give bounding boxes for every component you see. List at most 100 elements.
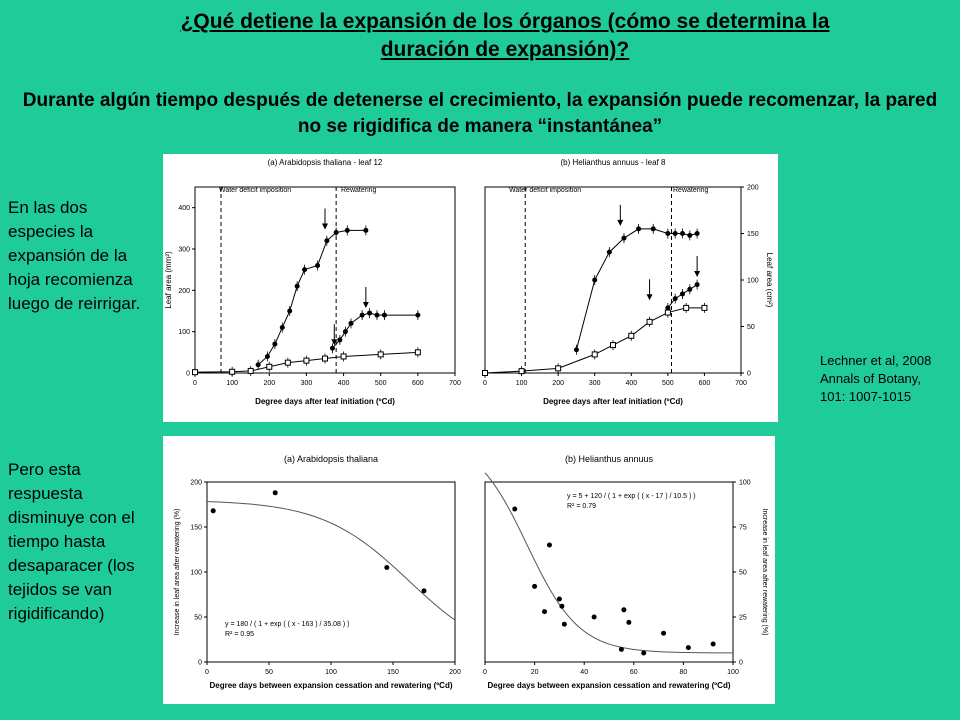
x-tick-label: 0: [205, 669, 209, 676]
chart-a-bottom-r2: R² = 0.95: [225, 631, 254, 638]
x-tick-label: 0: [193, 380, 197, 387]
x-tick-label: 100: [516, 380, 528, 387]
data-point: [641, 650, 647, 656]
data-point: [683, 304, 690, 311]
data-point: [363, 227, 369, 233]
chart-b-top-ann-2: Rewatering: [673, 187, 709, 194]
data-point: [294, 283, 300, 289]
chart-a-bottom-marks: [206, 490, 456, 621]
data-point: [512, 506, 518, 512]
x-tick-label: 200: [449, 669, 461, 676]
y-tick-label: 200: [190, 480, 202, 487]
data-point: [694, 231, 700, 236]
data-point: [302, 267, 308, 273]
data-point: [374, 312, 380, 318]
data-point: [229, 368, 236, 375]
top-figure-panel: (a) Arabidopsis thaliana - leaf 12 Degre…: [163, 154, 778, 422]
data-point: [701, 304, 708, 311]
x-tick-label: 20: [531, 669, 539, 676]
y-tick-label: 25: [739, 615, 747, 622]
data-point: [665, 231, 671, 236]
data-point: [685, 645, 691, 651]
chart-a-top-xlabel: Degree days after leaf initiation (ºCd): [255, 397, 395, 406]
chart-b-top-title: (b) Helianthus annuus - leaf 8: [561, 158, 667, 167]
data-point: [272, 490, 278, 496]
x-tick-label: 100: [226, 380, 238, 387]
chart-b-bottom: (b) Helianthus annuus Degree days betwee…: [483, 454, 768, 690]
chart-a-bottom-ylabel: Increase in leaf area after rewatering (…: [174, 509, 181, 636]
arrow-head: [362, 302, 369, 308]
y-tick-label: 0: [186, 371, 190, 378]
arrow-head: [617, 219, 624, 226]
data-point: [367, 310, 373, 316]
data-point: [592, 277, 598, 283]
data-point: [618, 646, 624, 652]
chart-a-bottom-ticks: 0 50 100 150 200 0 50 100 150 200: [190, 480, 461, 677]
y-tick-label: 50: [747, 324, 755, 331]
data-point: [661, 630, 667, 636]
slide-subtitle: Durante algún tiempo después de deteners…: [22, 90, 938, 137]
data-point: [333, 229, 339, 235]
chart-b-bottom-xlabel: Degree days between expansion cessation …: [488, 681, 731, 690]
y-tick-label: 50: [739, 570, 747, 577]
data-point: [561, 621, 567, 627]
data-point: [679, 231, 685, 236]
data-point: [192, 369, 198, 376]
series-line: [484, 307, 705, 374]
x-tick-label: 300: [301, 380, 313, 387]
data-point: [266, 363, 273, 370]
x-tick-label: 200: [552, 380, 564, 387]
data-point: [329, 345, 335, 351]
data-point: [415, 312, 421, 318]
y-tick-label: 100: [190, 570, 202, 577]
data-point: [556, 596, 562, 602]
chart-a-top: (a) Arabidopsis thaliana - leaf 12 Degre…: [164, 158, 461, 406]
data-point: [377, 351, 384, 358]
x-tick-label: 200: [263, 380, 275, 387]
x-tick-label: 700: [735, 380, 747, 387]
x-tick-label: 100: [727, 669, 739, 676]
y-tick-label: 150: [190, 525, 202, 532]
x-tick-label: 500: [662, 380, 674, 387]
data-point: [573, 347, 579, 353]
arrow-head: [694, 271, 701, 277]
y-tick-label: 100: [178, 329, 190, 336]
x-tick-label: 300: [589, 380, 601, 387]
x-tick-label: 600: [412, 380, 424, 387]
y-tick-label: 0: [198, 660, 202, 667]
data-point: [610, 342, 616, 349]
y-tick-label: 100: [739, 480, 751, 487]
data-point: [284, 359, 291, 366]
data-point: [710, 641, 716, 647]
data-point: [279, 325, 285, 331]
data-point: [626, 619, 632, 625]
data-point: [591, 351, 598, 358]
data-point: [384, 565, 390, 570]
arrow-head: [331, 339, 338, 346]
chart-a-top-ann-1: Water deficit imposition: [219, 187, 291, 194]
data-point: [414, 349, 421, 356]
data-point: [628, 332, 635, 339]
data-point: [210, 508, 216, 514]
y-tick-label: 150: [747, 231, 759, 238]
data-point: [679, 291, 685, 297]
x-tick-label: 40: [580, 669, 588, 676]
data-point: [664, 309, 671, 316]
y-tick-label: 200: [178, 288, 190, 295]
data-point: [322, 355, 328, 362]
x-tick-label: 150: [387, 669, 399, 676]
chart-a-bottom-equation: y = 180 / ( 1 + exp ( ( x - 163 ) / 35.0…: [225, 621, 350, 628]
x-tick-label: 0: [483, 380, 487, 387]
chart-a-top-ylabel: Leaf area (mm²): [164, 251, 173, 309]
arrow-head: [646, 294, 653, 301]
data-point: [546, 542, 552, 548]
x-tick-label: 80: [680, 669, 688, 676]
y-tick-label: 0: [747, 371, 751, 378]
y-tick-label: 50: [194, 615, 202, 622]
y-tick-label: 300: [178, 247, 190, 254]
bottom-figure-svg: (a) Arabidopsis thaliana Degree days bet…: [174, 454, 768, 690]
x-tick-label: 100: [325, 669, 337, 676]
data-point: [287, 308, 293, 314]
